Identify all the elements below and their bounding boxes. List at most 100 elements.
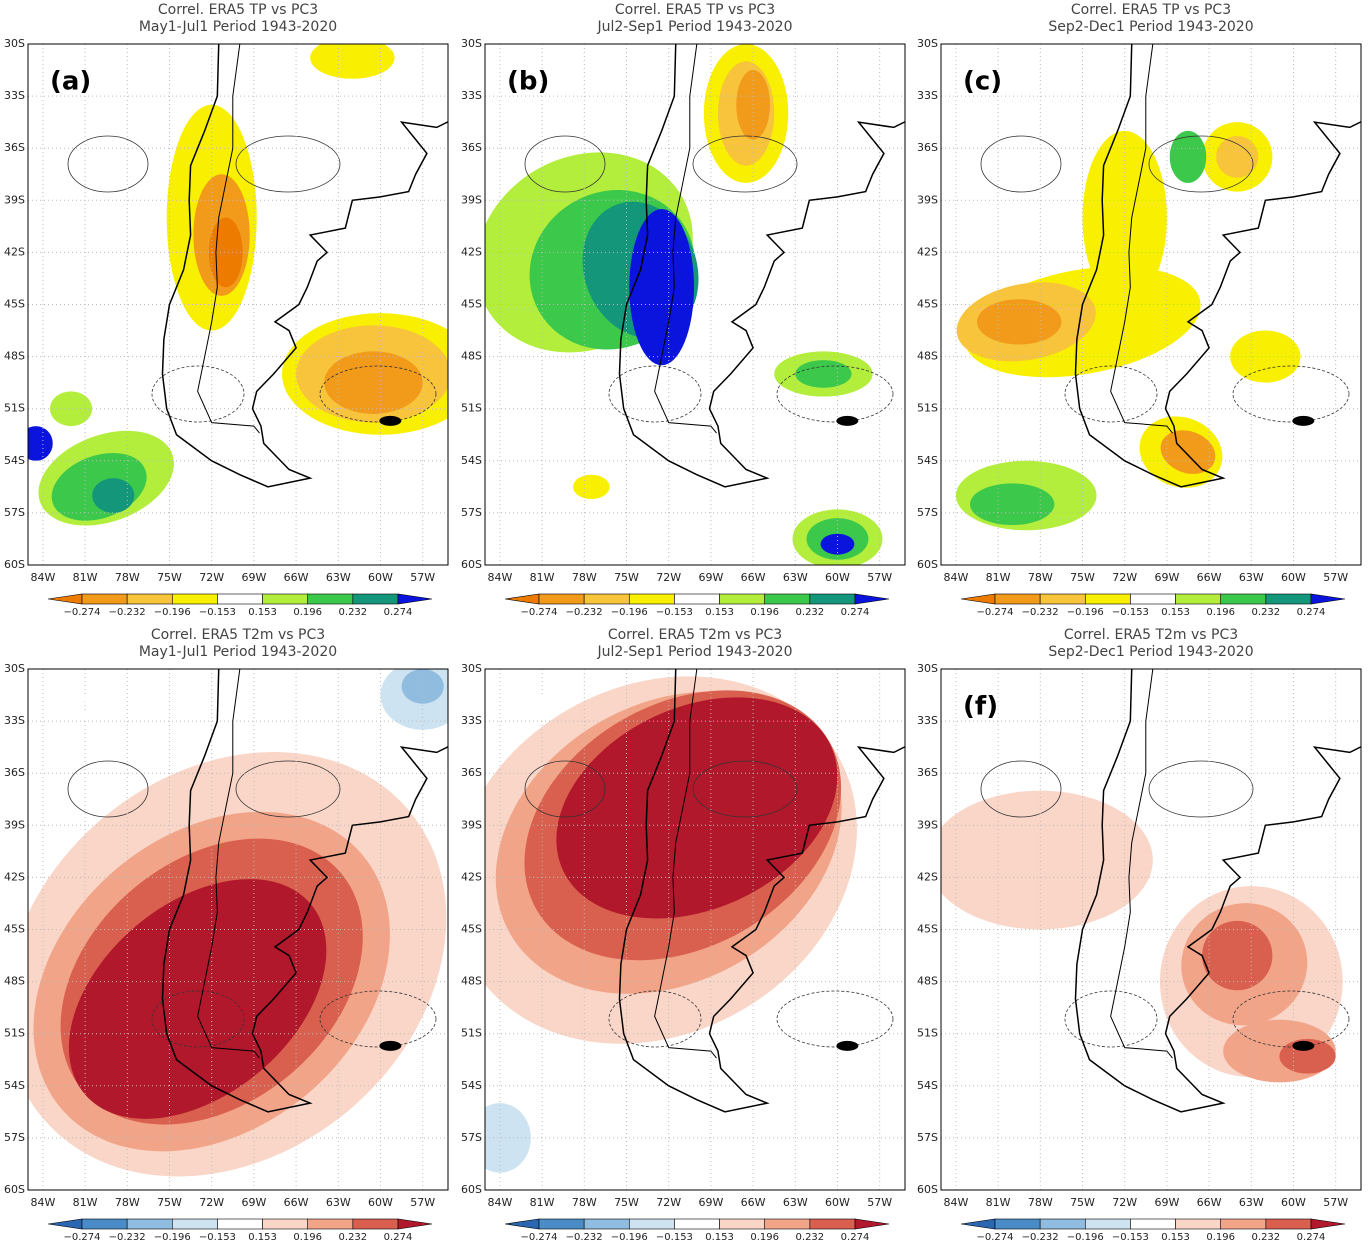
colorbar-segment [126,593,173,605]
lat-tick-label: 42S [917,870,938,883]
lon-tick-label: 63W [783,1196,808,1209]
lat-tick-label: 57S [4,506,25,519]
border [1110,44,1173,434]
coastline [618,669,905,1113]
lat-tick-label: 57S [917,1131,938,1144]
lon-tick-label: 81W [986,571,1011,584]
lon-tick-label: 75W [1070,571,1095,584]
map-frame [27,43,449,566]
colorbar-segment [217,593,263,605]
lon-tick-label: 66W [284,1196,309,1209]
lat-tick-label: 33S [4,714,25,727]
lat-tick-label: 60S [4,558,25,571]
map [941,669,1361,1190]
colorbar-label: 0.196 [1206,607,1235,618]
lon-tick-label: 78W [572,571,597,584]
lat-tick-label: 42S [4,245,25,258]
panel-period: Sep2-Dec1 Period 1943-2020 [1048,19,1253,35]
lon-tick-label: 72W [656,1196,681,1209]
panel-period: Jul2-Sep1 Period 1943-2020 [596,19,792,35]
colorbar-label: 0.153 [248,607,277,618]
colorbar-label: 0.196 [750,1232,779,1243]
field-area [556,697,838,919]
colorbar-label: 0.232 [1252,607,1281,618]
contour [980,135,1062,193]
lon-tick-label: 75W [1070,1196,1095,1209]
lat-tick-label: 30S [461,37,482,50]
colorbar-label: 0.196 [1206,1232,1235,1243]
colorbar-segment [764,1218,811,1230]
colorbar-label: −0.196 [1067,607,1104,618]
lat-tick-label: 45S [4,923,25,936]
lon-tick-label: 75W [614,571,639,584]
falklands [1292,415,1315,426]
contour [1148,760,1254,818]
lat-tick-label: 42S [917,245,938,258]
colorbar-segment [809,593,856,605]
colorbar-label: 0.153 [705,607,734,618]
lon-tick-label: 60W [825,571,850,584]
lon-tick-label: 69W [1154,571,1179,584]
lat-tick-label: 48S [461,975,482,988]
lat-tick-label: 51S [917,402,938,415]
lon-tick-label: 60W [368,1196,393,1209]
colorbar-segment [1220,1218,1267,1230]
lat-tick-label: 45S [4,298,25,311]
lat-tick-label: 48S [917,975,938,988]
lon-tick-label: 75W [614,1196,639,1209]
colorbar-segment [1130,593,1176,605]
contour [980,760,1062,818]
colorbar-segment [1039,1218,1086,1230]
lon-tick-label: 75W [157,1196,182,1209]
lat-tick-label: 45S [461,923,482,936]
lat-tick-label: 30S [4,37,25,50]
lat-tick-label: 36S [917,141,938,154]
panel-title: Correl. ERA5 TP vs PC3 [615,2,775,18]
colorbar-segment [674,593,720,605]
colorbar-label: 0.232 [339,607,368,618]
lon-tick-label: 63W [1239,571,1264,584]
colorbar-label: −0.274 [976,1232,1013,1243]
panel-title: Correl. ERA5 TP vs PC3 [158,2,318,18]
contour [235,760,341,818]
field-area [1216,136,1259,178]
lat-tick-label: 54S [917,454,938,467]
lat-tick-label: 42S [461,245,482,258]
colorbar-segment [352,593,399,605]
lon-tick-label: 81W [73,571,98,584]
lat-tick-label: 54S [917,1079,938,1092]
field-area [485,1103,531,1173]
colorbar-label: 0.232 [796,1232,825,1243]
colorbar-arrow [854,1218,890,1230]
coastline [1074,44,1361,488]
contour [319,990,437,1048]
contour [67,760,149,818]
colorbar-segment [81,1218,128,1230]
colorbar-label: 0.153 [1161,1232,1190,1243]
colorbar-segment [538,1218,585,1230]
colorbar-segment [1039,593,1086,605]
lat-tick-label: 45S [917,923,938,936]
lon-tick-label: 78W [1028,1196,1053,1209]
lon-tick-label: 69W [698,1196,723,1209]
contour [524,135,606,193]
lat-tick-label: 39S [4,193,25,206]
colorbar-segment [1084,1218,1131,1230]
lon-tick-label: 84W [487,571,512,584]
lat-tick-label: 39S [461,818,482,831]
colorbar-segment [262,593,309,605]
lat-tick-label: 48S [461,350,482,363]
panel-label: (b) [507,67,549,97]
colorbar-label: −0.232 [109,1232,146,1243]
lat-tick-label: 36S [461,141,482,154]
contour [776,990,894,1048]
colorbar-arrow [397,1218,433,1230]
border [197,669,260,1059]
lat-tick-label: 36S [4,766,25,779]
lat-tick-label: 33S [461,714,482,727]
lat-tick-label: 30S [4,662,25,675]
lon-tick-label: 57W [867,571,892,584]
field-area [310,44,395,79]
contour [1148,135,1254,193]
